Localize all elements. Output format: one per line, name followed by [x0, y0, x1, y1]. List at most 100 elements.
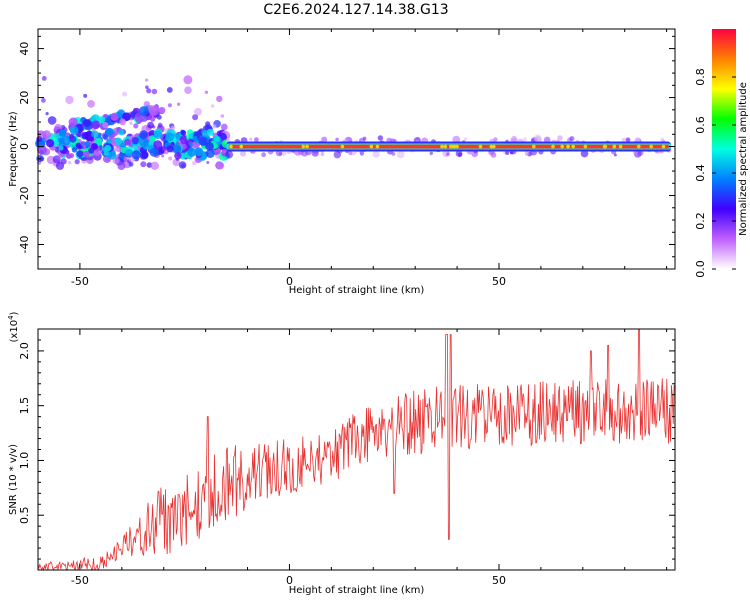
spectral-point [83, 93, 88, 98]
spectral-point [372, 150, 381, 158]
spectral-point [91, 130, 99, 138]
spectral-point [117, 162, 126, 170]
spectral-point [429, 151, 433, 156]
spectral-point [151, 88, 158, 95]
spectral-point [524, 151, 530, 156]
ridge-point [612, 144, 617, 149]
spectral-point [69, 153, 75, 159]
snr-ticks: -50 0 50 0.5 1.0 1.5 2.0 [18, 328, 675, 587]
spectral-point [301, 150, 308, 157]
spectral-point [613, 153, 617, 157]
y-tick-label: 1.5 [18, 397, 31, 415]
spectral-point [105, 157, 110, 162]
spectral-point [200, 129, 209, 139]
spectral-point [170, 125, 176, 130]
y-tick-label: 0.5 [18, 506, 31, 524]
spectral-point [45, 112, 49, 116]
ridge-band-core [228, 144, 669, 149]
ridge-point [340, 144, 345, 149]
spectral-point [225, 137, 231, 143]
spectral-point [220, 114, 225, 118]
ridge-point [492, 144, 496, 149]
spectral-point [110, 112, 119, 122]
y-tick-label: 40 [18, 42, 31, 56]
spectral-point [128, 161, 134, 167]
spectral-point [216, 161, 225, 170]
spectral-point [580, 149, 589, 158]
colorbar-tick-label: 0.4 [694, 164, 707, 182]
spectral-point [158, 106, 166, 114]
spectral-point [131, 136, 139, 145]
spectral-point [84, 141, 91, 148]
spectral-point [320, 152, 325, 156]
spectral-point [522, 137, 527, 142]
x-tick-label: -50 [71, 574, 89, 587]
spectral-point [493, 137, 498, 142]
spectral-point [187, 147, 197, 157]
spectral-point [61, 135, 71, 146]
ridge-point [661, 144, 666, 149]
x-tick-label: 0 [286, 275, 293, 288]
spectral-point [133, 146, 138, 151]
spectral-point [91, 120, 101, 130]
spectral-point [58, 129, 66, 138]
snr-panel: -50 0 50 0.5 1.0 1.5 2.0 Height of straight li… [7, 311, 676, 596]
spectral-point [221, 149, 227, 154]
spectral-point [102, 122, 109, 129]
colorbar-tick-label: 0.0 [694, 260, 707, 278]
spectral-point [206, 161, 210, 164]
spectral-point [76, 150, 84, 158]
spectral-point [174, 152, 182, 160]
spectral-point [37, 144, 47, 155]
spectral-point [103, 151, 109, 156]
spectral-point [119, 118, 126, 126]
spectral-point [335, 137, 339, 142]
spectral-point [65, 153, 71, 158]
spectral-point [212, 124, 217, 129]
spectral-point [161, 154, 165, 158]
spectrogram-panel: -50 0 50 -40 -20 0 20 40 Height of straight lin… [8, 28, 676, 296]
ridge-point [239, 144, 244, 149]
spectral-point [397, 150, 405, 159]
spectral-point [125, 148, 133, 157]
spectral-point [82, 151, 90, 158]
spectrogram-ticks: -50 0 50 -40 -20 0 20 40 [18, 29, 675, 288]
spectral-point [145, 85, 149, 89]
spectral-point [41, 76, 47, 81]
spectral-point [534, 134, 542, 142]
colorbar: 0.0 0.2 0.4 0.6 0.8 Normalized spectral ampl… [694, 29, 749, 278]
spectral-point [221, 134, 226, 139]
ridge-point [583, 144, 588, 149]
y-tick-label: -40 [18, 236, 31, 254]
spectral-point [455, 150, 463, 157]
spectral-point [87, 100, 95, 108]
spectral-point [166, 145, 174, 153]
spectral-point [213, 135, 221, 143]
spectral-point [192, 160, 197, 166]
spectral-point [660, 137, 665, 142]
snr-multiplier-close: ) [9, 311, 20, 315]
spectral-point [348, 151, 353, 156]
spectral-point [114, 137, 123, 146]
spectral-point [225, 150, 234, 159]
spectral-point [180, 130, 187, 136]
spectral-point [557, 135, 563, 141]
spectral-point [124, 138, 132, 146]
spectral-point [625, 137, 631, 143]
spectral-point [83, 119, 91, 127]
spectral-point [510, 135, 518, 143]
snr-series-line [37, 328, 676, 572]
ridge-point [450, 144, 455, 149]
spectral-point [377, 135, 384, 141]
x-tick-label: 0 [286, 574, 293, 587]
spectral-point [254, 137, 259, 143]
x-tick-label: -50 [71, 275, 89, 288]
snr-multiplier-exponent: 4 [7, 315, 15, 320]
spectral-point [52, 155, 61, 164]
spectral-point [74, 159, 80, 165]
spectral-point [41, 98, 46, 103]
spectral-point [165, 132, 175, 142]
spectral-point [210, 104, 215, 108]
spectral-point [333, 151, 341, 159]
